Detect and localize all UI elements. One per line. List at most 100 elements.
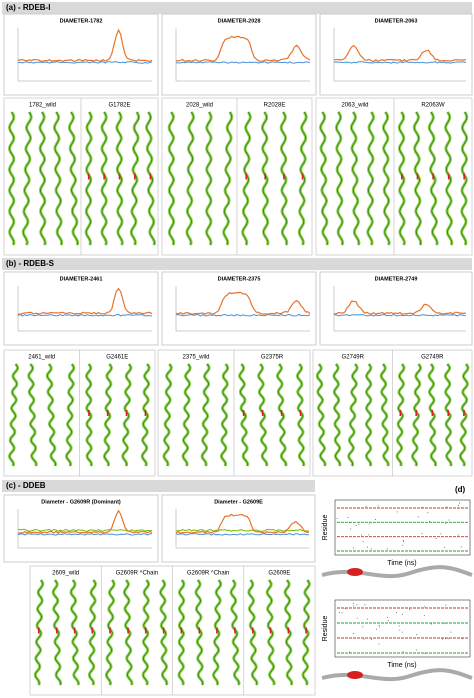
dot [387,616,389,618]
dot [444,638,446,640]
section-header [2,2,472,14]
variant-label: G2461E [106,355,128,361]
dot [416,649,418,651]
dot [402,651,404,653]
helix-core [68,111,79,246]
dot [368,523,370,525]
dot [428,520,430,522]
variant-label: 2063_wild [341,103,368,109]
dot [350,528,352,530]
helix-core [296,363,305,467]
dot [349,651,351,653]
helix-core [66,363,75,467]
dot [399,629,401,631]
plot-frame [161,13,317,96]
variant-label: 2609_wild [52,571,79,577]
trace [17,533,153,536]
helix-core [284,579,293,686]
helix-core [461,111,468,246]
plot-title: DIAMETER-2749 [375,276,418,282]
dot [349,522,351,524]
dot [360,534,362,536]
helix-core [85,111,92,246]
helix-core [365,363,372,467]
dot [421,533,423,535]
dot [338,612,340,614]
helix-core [123,579,133,686]
helix-core [220,363,229,467]
helix-core [242,111,251,246]
dot [353,605,355,607]
helix-core [122,363,132,467]
panel-label: (d) [455,485,466,494]
plot-title: DIAMETER-2375 [218,276,261,282]
plot-frame [3,494,159,563]
plot-frame [161,271,317,346]
plot-frame [161,494,316,563]
trace [17,313,153,317]
trace [17,509,153,534]
plot-title: DIAMETER-2028 [218,18,261,24]
plot-frame [334,499,471,556]
helix-core [412,363,421,467]
dot [460,546,462,548]
dot [367,618,369,620]
helix-core [396,363,405,467]
helix-core [141,363,150,467]
helix-core [105,579,115,686]
helix-core [146,111,155,246]
trace [175,35,311,63]
dot [347,516,349,518]
plot-title: Diameter - G2609E [214,499,263,505]
section-label: (c) - DDEB [6,481,46,490]
dot [387,535,389,537]
mutation-site [347,568,363,576]
dot [457,534,459,536]
helix-core [276,363,287,467]
helix-core [186,111,194,246]
plot-frame [319,271,473,346]
dot [386,548,388,550]
helix-core [248,579,258,686]
helix-core [382,111,390,246]
dot [363,638,365,640]
dot [375,628,377,630]
variant-label: 2028_wild [186,103,213,109]
helix-core [428,111,438,246]
dot [368,534,370,536]
helix-core [201,363,210,467]
variant-label: R2063W [421,103,445,109]
x-axis-label: Time (ns) [387,662,416,669]
variant-label: 2461_wild [28,355,55,361]
x-axis-label: Time (ns) [387,560,416,567]
helix-core [142,579,149,686]
helix-core [333,363,341,467]
helix-core [444,363,452,467]
variant-label: G2609R ^Chain [187,571,230,577]
plot-frame [334,599,471,658]
helix-core [206,111,212,246]
dot [459,502,461,504]
helix-core [350,111,360,246]
trace [17,28,153,63]
mutation-site [347,671,363,679]
helix-core [298,111,307,246]
dot [427,512,429,514]
dot [424,606,426,608]
helix-core [168,111,175,246]
dot [435,550,437,552]
helix-core [428,363,437,467]
dot [370,548,372,550]
dot [352,632,354,634]
helix-core [9,363,19,467]
helix-core [178,579,185,686]
helix-core [445,111,453,246]
trace [17,61,153,64]
variant-label: 1782_wild [29,103,56,109]
dot [362,626,364,628]
variant-label: G2749R [421,355,444,361]
dot [395,611,397,613]
section-label: (b) - RDEB-S [6,259,55,268]
dot [409,608,411,610]
